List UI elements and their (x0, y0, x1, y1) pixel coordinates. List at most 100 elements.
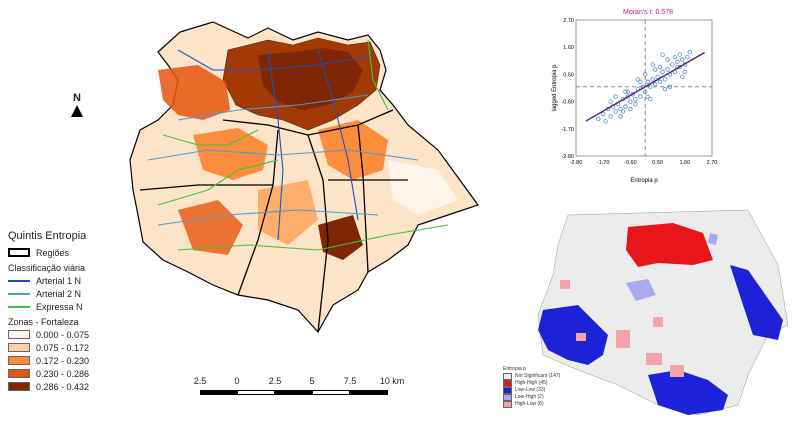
scatter-point[interactable] (601, 111, 606, 117)
scatter-point[interactable] (625, 89, 631, 94)
scatter-point[interactable] (638, 79, 643, 84)
scatter-point[interactable] (643, 89, 648, 94)
scatter-point[interactable] (662, 77, 668, 82)
scatter-point[interactable] (660, 52, 665, 57)
legend-class-item: 0.000 - 0.075 (8, 328, 183, 341)
scatter-point[interactable] (680, 57, 685, 62)
scatter-point[interactable] (682, 69, 687, 75)
moran-scatter-plot[interactable]: Moran's I: 0.578 -2.80 -1.70 -0.60 0.50 1.60… (548, 6, 728, 184)
scatter-point[interactable] (608, 99, 613, 104)
scatter-point[interactable] (635, 77, 640, 82)
legend-label: Regiões (36, 247, 70, 258)
scatter-point[interactable] (643, 72, 648, 77)
legend-class-item: 0.286 - 0.432 (8, 380, 183, 393)
region-boundaries (139, 109, 408, 333)
scatter-point[interactable] (625, 94, 631, 99)
scatter-point[interactable] (677, 52, 683, 57)
scatter-point[interactable] (657, 64, 663, 70)
scatter-point[interactable] (618, 106, 623, 112)
road-line-swatch (8, 292, 30, 295)
lisa-legend: Entropia p Not Significant (147) High-Hig… (503, 366, 560, 408)
class-swatch (8, 330, 30, 339)
scatter-point[interactable] (628, 106, 633, 112)
legend-label: 0.075 - 0.172 (36, 342, 90, 353)
scatter-point[interactable] (645, 94, 650, 99)
scatter-point[interactable] (655, 74, 660, 80)
scatter-point[interactable] (645, 79, 650, 84)
scatter-point[interactable] (623, 89, 628, 94)
scatter-point[interactable] (660, 69, 665, 75)
class-swatch (8, 356, 30, 365)
scatter-point[interactable] (613, 94, 618, 99)
zone-mid-center (258, 180, 318, 245)
lisa-legend-label: High-High (45) (515, 380, 548, 386)
scatter-point[interactable] (685, 54, 690, 60)
scatter-point[interactable] (638, 94, 643, 99)
lisa-legend-label: High-Low (6) (515, 401, 544, 407)
scatter-point[interactable] (670, 62, 675, 67)
scatter-point[interactable] (665, 57, 670, 62)
y-tick-label: 2.70 (563, 18, 574, 24)
legend-road-item: Arterial 2 N (8, 287, 183, 300)
scatter-point[interactable] (672, 54, 678, 60)
lisa-low-low-east (730, 265, 783, 340)
scatter-point[interactable] (667, 84, 673, 89)
lisa-low-high-2 (708, 233, 718, 245)
scatter-point[interactable] (665, 67, 670, 72)
scatter-point[interactable] (603, 119, 608, 124)
x-tick-label: 1.60 (679, 160, 690, 166)
scatter-point[interactable] (687, 49, 692, 55)
zone-mid-southwest (178, 200, 243, 255)
x-tick-label: 0.50 (652, 160, 663, 166)
lisa-cluster-map[interactable] (498, 205, 798, 425)
scatter-point[interactable] (613, 109, 618, 114)
scatter-point[interactable] (652, 82, 658, 87)
legend-label: Expressa N (36, 301, 83, 312)
north-label: N (73, 92, 81, 104)
scatter-point[interactable] (677, 64, 683, 70)
y-tick-label: 1.60 (563, 45, 574, 51)
lisa-swatch (503, 373, 512, 380)
scale-label: 10 km (379, 376, 405, 386)
scatter-title: Moran's I: 0.578 (623, 9, 673, 16)
scatter-point[interactable] (680, 74, 685, 80)
zone-light-east (388, 160, 458, 215)
scatter-point[interactable] (620, 109, 626, 114)
legend-title: Quintis Entropia (8, 230, 87, 242)
scatter-point[interactable] (628, 99, 633, 104)
choropleth-map[interactable] (118, 10, 488, 340)
scatter-point[interactable] (657, 79, 663, 84)
scatter-point[interactable] (650, 77, 655, 82)
legend-label: Arterial 2 N (36, 288, 82, 299)
scatter-point[interactable] (648, 84, 653, 89)
scatter-point[interactable] (675, 59, 680, 65)
road-line-swatch (8, 279, 30, 282)
legend-class-item: 0.230 - 0.286 (8, 367, 183, 380)
scatter-point[interactable] (633, 101, 638, 107)
class-swatch (8, 343, 30, 352)
zone-mid-east (318, 120, 388, 180)
scatter-point[interactable] (662, 87, 668, 92)
y-tick-label: -0.60 (561, 100, 574, 106)
lisa-high-high (626, 223, 713, 267)
scale-segment (275, 390, 312, 395)
x-tick-label: -2.80 (570, 160, 583, 166)
scatter-point[interactable] (633, 96, 638, 102)
legend-item-regioes: Regiões (8, 246, 183, 259)
lisa-low-low-west (538, 305, 608, 365)
lisa-legend-label: Not Significant (147) (515, 373, 561, 379)
zone-dark-south (318, 215, 363, 260)
legend-label: 0.000 - 0.075 (36, 329, 90, 340)
scatter-point[interactable] (623, 104, 628, 109)
scatter-point[interactable] (596, 116, 601, 122)
regression-line (585, 51, 705, 122)
scatter-point[interactable] (648, 96, 653, 102)
scatter-point[interactable] (652, 67, 658, 72)
regioes-swatch (8, 248, 30, 257)
scale-label: 5 (309, 376, 315, 386)
y-tick-label: -2.80 (561, 154, 574, 160)
scatter-point[interactable] (608, 114, 613, 119)
scatter-point[interactable] (650, 62, 655, 67)
scatter-point[interactable] (618, 114, 623, 119)
map-legend: Quintis Entropia Regiões Classificação v… (8, 230, 183, 393)
